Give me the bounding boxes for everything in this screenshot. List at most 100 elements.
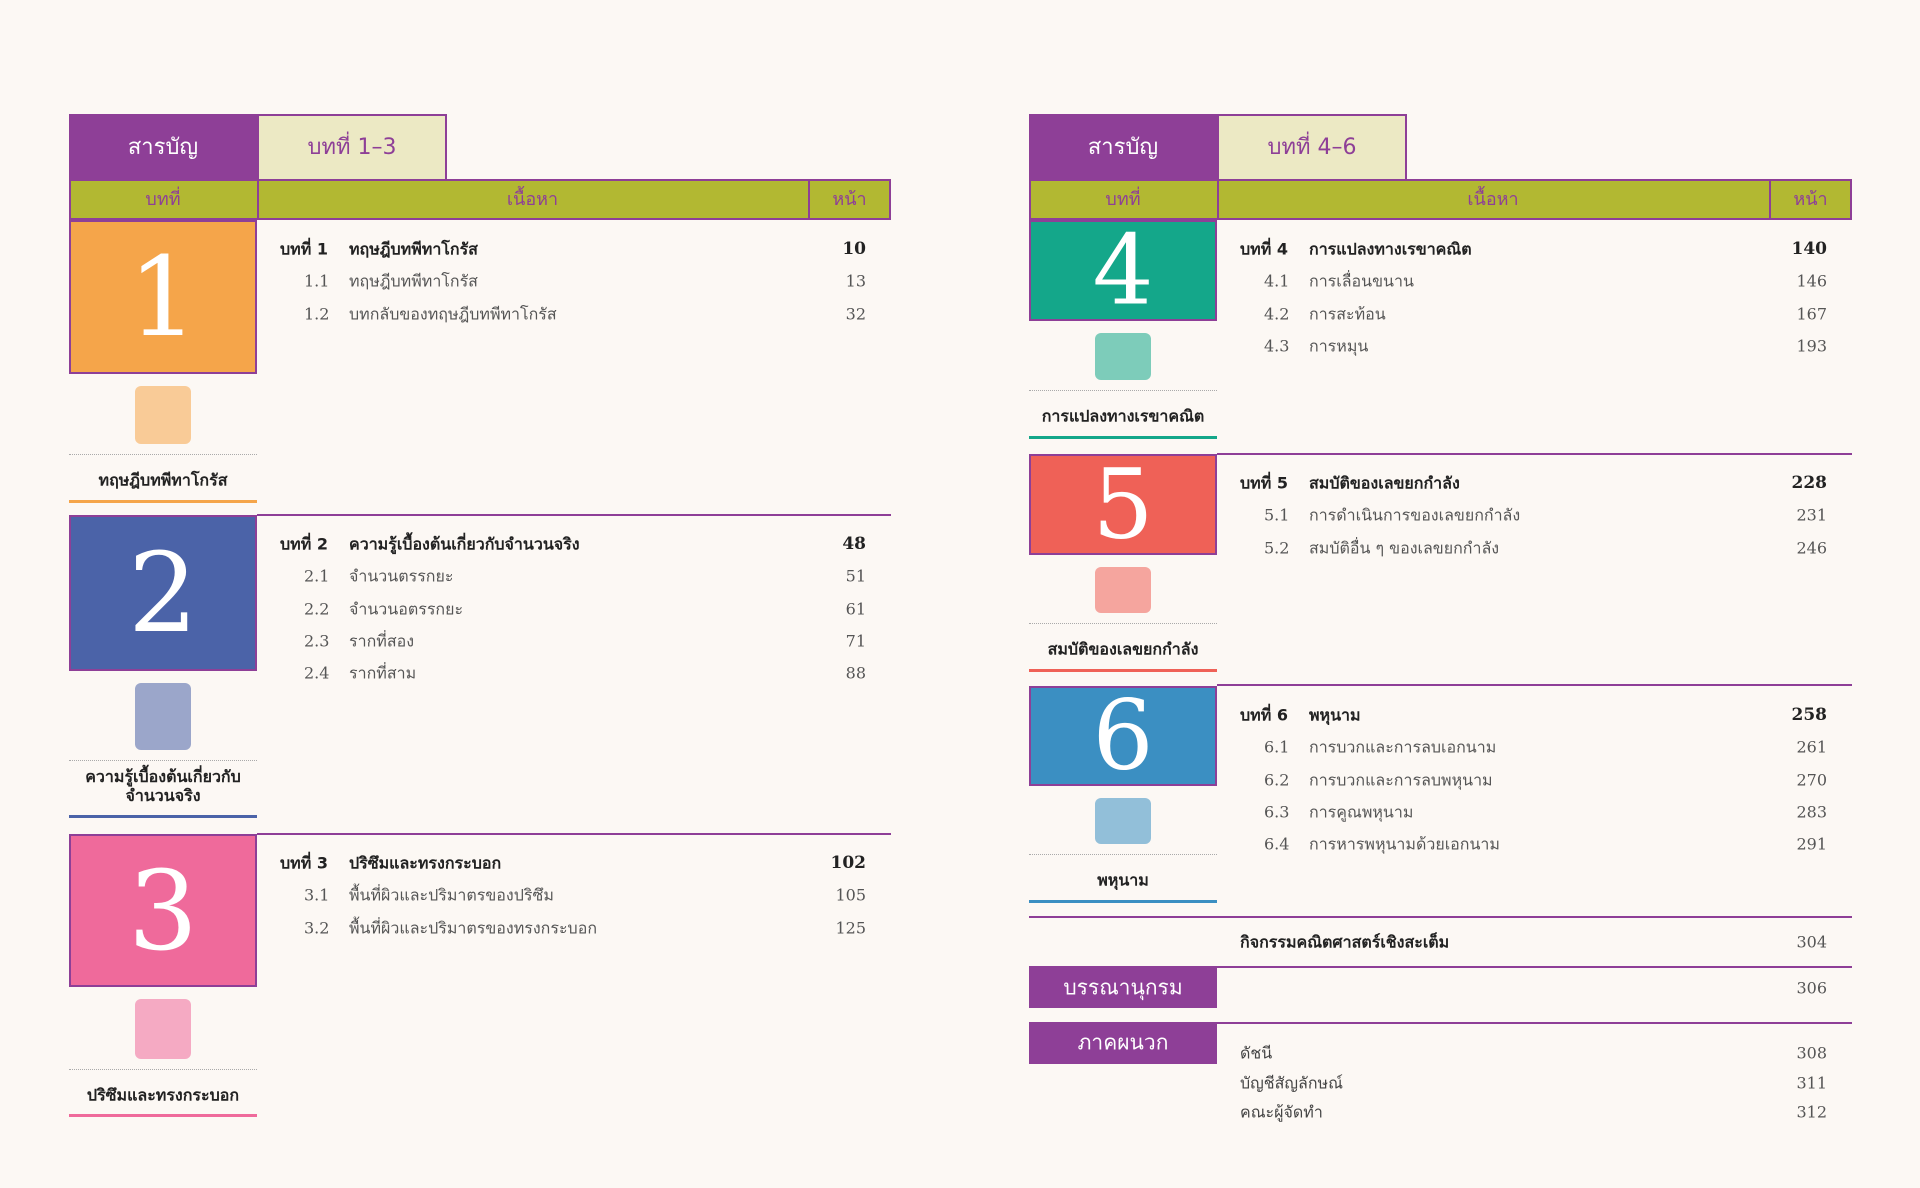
section-number: 6.2 bbox=[1264, 770, 1290, 789]
chapter-page: 48 bbox=[842, 533, 866, 554]
section-number: 6.3 bbox=[1264, 802, 1290, 822]
section-page: 146 bbox=[1796, 271, 1827, 291]
tab bbox=[69, 114, 257, 179]
tab-range bbox=[257, 114, 447, 179]
section-number: 5.2 bbox=[1264, 538, 1290, 557]
chapter-title: ความรู้เบื้องต้นเกี่ยวกับจำนวนจริง bbox=[349, 534, 580, 554]
chapter-number: 4 bbox=[1092, 213, 1154, 326]
section-title: การคูณพหุนาม bbox=[1309, 802, 1414, 822]
appendix-page: 308 bbox=[1796, 1043, 1827, 1063]
chapter-box bbox=[69, 834, 257, 987]
chapter-label: บทที่ 2 bbox=[280, 534, 328, 554]
chapter-box bbox=[1029, 454, 1217, 555]
chapter-page: 102 bbox=[830, 852, 867, 873]
dotted-rule bbox=[1029, 390, 1217, 391]
section-title: การบวกและการลบเอกนาม bbox=[1309, 737, 1497, 757]
chapter-caption: ปริซึมและทรงกระบอก bbox=[86, 1085, 240, 1105]
section-page: 167 bbox=[1796, 304, 1827, 323]
section-page: 291 bbox=[1796, 834, 1827, 854]
tab-range bbox=[1217, 114, 1407, 179]
chapter-caption: การแปลงทางเรขาคณิต bbox=[1041, 406, 1205, 426]
rule bbox=[1217, 684, 1852, 686]
appendix-box bbox=[1029, 1024, 1217, 1064]
header-divider bbox=[257, 179, 259, 220]
rule bbox=[1029, 669, 1217, 672]
tab bbox=[1029, 114, 1217, 179]
appendix-item: คณะผู้จัดทำ bbox=[1240, 1102, 1323, 1122]
tab-range-text: บทที่ 1–3 bbox=[307, 134, 397, 160]
chapter-label: บทที่ 4 bbox=[1240, 239, 1288, 259]
section-page: 125 bbox=[835, 918, 866, 937]
chapter-number: 6 bbox=[1092, 679, 1154, 792]
chapter-page: 140 bbox=[1791, 238, 1828, 259]
section-title: การเลื่อนขนาน bbox=[1309, 271, 1414, 291]
section-title: สมบัติอื่น ๆ ของเลขยกกำลัง bbox=[1309, 538, 1500, 557]
section-number: 2.2 bbox=[304, 599, 330, 618]
chapter-number: 1 bbox=[128, 233, 198, 361]
section-title: พื้นที่ผิวและปริมาตรของปริซึม bbox=[349, 885, 554, 905]
section-title: การบวกและการลบพหุนาม bbox=[1309, 770, 1493, 789]
tab-range-text: บทที่ 4–6 bbox=[1267, 134, 1357, 160]
chapter-title: ปริซึมและทรงกระบอก bbox=[349, 853, 502, 873]
chapter-icon bbox=[1095, 798, 1151, 844]
section-page: 231 bbox=[1796, 505, 1827, 525]
section-page: 51 bbox=[845, 566, 866, 586]
section-number: 1.1 bbox=[304, 271, 330, 291]
rule bbox=[69, 815, 257, 818]
section-title: รากที่สาม bbox=[349, 663, 417, 683]
section-number: 3.1 bbox=[304, 885, 330, 905]
tab-title: สารบัญ bbox=[1087, 134, 1159, 160]
dotted-rule bbox=[1029, 623, 1217, 624]
bibliography-box bbox=[1029, 967, 1217, 1008]
rule bbox=[1029, 900, 1217, 903]
section-page: 13 bbox=[845, 271, 866, 291]
chapter-box bbox=[69, 220, 257, 374]
section-page: 283 bbox=[1796, 802, 1827, 822]
section-title: ทฤษฎีบทพีทาโกรัส bbox=[349, 271, 478, 291]
header-row bbox=[69, 179, 891, 220]
chapter-icon bbox=[135, 683, 191, 750]
chapter-title: การแปลงทางเรขาคณิต bbox=[1309, 239, 1472, 259]
chapter-caption: พหุนาม bbox=[1097, 870, 1149, 890]
section-number: 2.3 bbox=[304, 631, 330, 651]
chapter-icon bbox=[135, 999, 191, 1059]
header-row bbox=[1029, 179, 1852, 220]
section-page: 246 bbox=[1796, 538, 1827, 557]
section-title: การสะท้อน bbox=[1309, 304, 1386, 323]
chapter-box bbox=[69, 515, 257, 671]
activity-title: กิจกรรมคณิตศาสตร์เชิงสะเต็ม bbox=[1240, 932, 1450, 952]
section-page: 88 bbox=[845, 663, 866, 683]
section-title: รากที่สอง bbox=[349, 631, 414, 651]
section-title: การหมุน bbox=[1309, 336, 1369, 356]
chapter-box bbox=[1029, 220, 1217, 321]
section-title: การหารพหุนามด้วยเอกนาม bbox=[1309, 834, 1500, 854]
chapter-label: บทที่ 5 bbox=[1240, 473, 1288, 493]
section-number: 5.1 bbox=[1264, 505, 1290, 525]
rule bbox=[69, 1114, 257, 1117]
rule bbox=[1029, 436, 1217, 439]
chapter-label: บทที่ 6 bbox=[1240, 705, 1288, 725]
activity-page: 304 bbox=[1796, 932, 1827, 952]
chapter-box bbox=[1029, 686, 1217, 786]
section-number: 3.2 bbox=[304, 918, 330, 937]
dotted-rule bbox=[69, 1069, 257, 1070]
chapter-icon bbox=[1095, 567, 1151, 613]
appendix-page: 311 bbox=[1796, 1072, 1827, 1092]
header-divider bbox=[1217, 179, 1219, 220]
appendix-item: บัญชีสัญลักษณ์ bbox=[1240, 1072, 1343, 1092]
chapter-page: 258 bbox=[1791, 704, 1828, 725]
chapter-number: 5 bbox=[1092, 447, 1154, 560]
appendix-item: ดัชนี bbox=[1240, 1043, 1273, 1063]
chapter-icon bbox=[1095, 333, 1151, 380]
header-divider bbox=[808, 179, 810, 220]
section-number: 2.4 bbox=[304, 663, 330, 683]
section-page: 193 bbox=[1796, 336, 1827, 356]
chapter-page: 228 bbox=[1791, 472, 1828, 493]
chapter-caption: ความรู้เบื้องต้นเกี่ยวกับ จำนวนจริง bbox=[85, 766, 241, 805]
section-title: บทกลับของทฤษฎีบทพีทาโกรัส bbox=[349, 304, 557, 323]
chapter-label: บทที่ 1 bbox=[280, 239, 328, 259]
chapter-icon bbox=[135, 386, 191, 444]
chapter-label: บทที่ 3 bbox=[280, 853, 328, 873]
chapter-page: 10 bbox=[842, 238, 866, 259]
